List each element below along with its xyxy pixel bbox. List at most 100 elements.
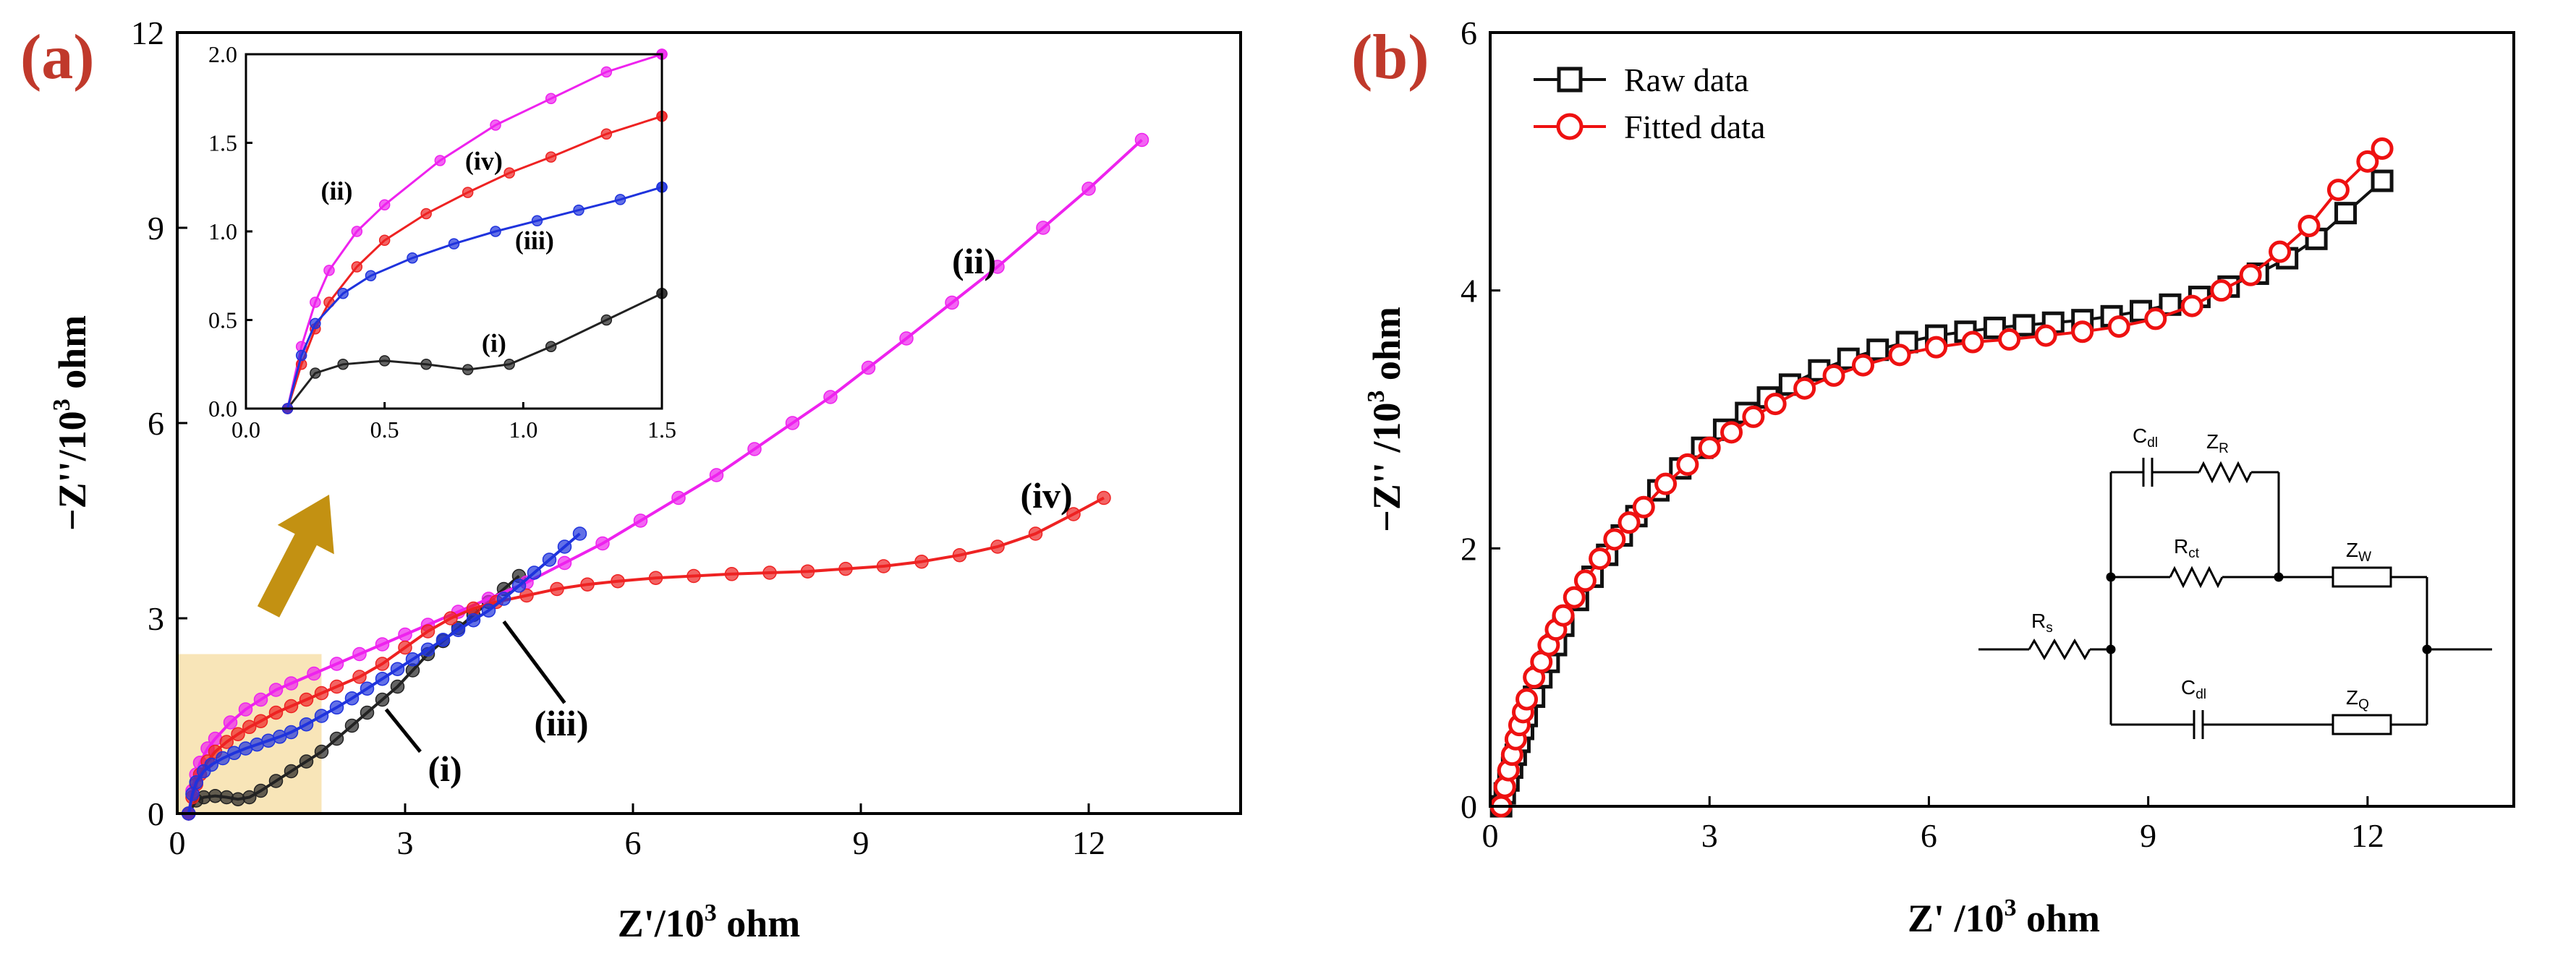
panel-a-series-iv-point [550,581,564,597]
inset-ytick-label: 1.5 [208,130,237,156]
panel-b-fitted-point [1793,377,1816,400]
panel-a-series-iv-point [648,571,663,585]
panel-b-xlabel-unit: ohm [2017,897,2101,940]
panel-b-raw-point [1866,338,1890,362]
panel-a-series-iv-point [352,670,367,684]
legend-raw-label: Raw data [1624,61,1748,98]
equivalent-circuit-diagram [1978,458,2492,739]
panel-a-series-ii-point [747,442,762,456]
panel-a-xtick-label: 12 [1072,824,1105,861]
panel-a-series-ii-point [1134,132,1149,148]
circuit-element-zw [2331,566,2392,588]
panel-a-ytick-label: 6 [148,405,164,442]
panel-b-fitted-point [1742,405,1765,428]
panel-a-leader-iii [502,620,566,704]
panel-b-raw-point [2371,169,2394,192]
inset-series-i-point [600,314,613,326]
panel-a-series-ii-point [398,627,412,642]
panel-a-leader-i [384,708,422,754]
panel-a-series-iv-point [314,686,329,701]
panel-b-plot-frame [1489,31,2515,808]
panel-a-series-iv-point [375,657,390,671]
inset-label-ii: (ii) [321,176,353,205]
panel-b-fitted-point [1698,436,1721,459]
panel-a-series-iii-point [527,566,542,580]
panel-b-xtick-label: 0 [1482,817,1499,854]
panel-b-legend: Raw data Fitted data [1534,61,1765,145]
inset-series-iv-point [351,261,363,273]
panel-a-series-ii-point [671,490,686,505]
inset-series-i-line [286,292,663,409]
panel-a-ytick-label: 0 [148,795,164,832]
inset-series-iv-point [420,208,432,220]
panel-b-fitted-point [1998,328,2021,351]
panel-b-fitted-point [1720,421,1743,444]
inset-series-iii-point [531,215,543,227]
panel-a-series-ii-point [861,360,876,375]
panel-a-inset: 0.0 0.5 1.0 1.5 0.0 0.5 1.0 1.5 2.0 (ii) (iv) (i… [208,41,676,443]
inset-series-i-point [503,359,515,370]
circuit-label-zw: ZW [2346,539,2371,565]
legend-raw-marker [1557,67,1583,93]
panel-b-fitted-point [2371,137,2394,160]
panel-b-fitted-point [2180,294,2203,317]
panel-a-series-iv-point [519,588,534,603]
inset-series-i-point [462,364,474,375]
circuit-resistor-zr [2198,461,2253,484]
inset-series-ii-point [490,119,501,131]
panel-b-fitted-line [1500,147,2384,807]
panel-a-series-iv-point [724,567,739,581]
panel-a-series-iv-point [242,720,257,735]
panel-a: (a) 0 3 6 9 12 0 3 6 9 12 Z'/103 ohm −Z''/103 ohm… [20,14,1242,945]
panel-b-xlabel: Z' /103 ohm [1908,895,2100,940]
panel-a-series-iii-point [572,526,587,541]
panel-a-series-ii-point [945,295,959,310]
panel-b-fitted-point [1654,472,1678,495]
inset-series-iii-point [573,204,585,216]
panel-a-series-ii-point [1036,221,1050,235]
panel-b-fitted-point [1925,336,1948,359]
panel-a-series-iv-point [1066,507,1081,521]
panel-a-series-iv-point [800,564,815,579]
inset-series-i-point [378,355,391,367]
panel-a-label-iv: (iv) [1021,475,1073,516]
inset-series-iii-point [490,226,501,237]
panel-a-series-iii-point [420,642,435,657]
panel-a-label-iii: (iii) [535,703,589,743]
panel-a-series-i-point [242,790,257,805]
panel-a-series-iv-point [253,714,268,728]
panel-a-series-ii-point [238,702,253,717]
inset-series-iv-point [545,151,557,163]
panel-a-series-ii-point [709,468,724,482]
inset-series-iii-point [295,349,307,362]
panel-b-xtick-label: 3 [1701,817,1718,854]
panel-a-series-ii-point [823,390,838,404]
panel-b-fitted-point [2326,179,2350,202]
panel-a-series-iii-point [375,671,390,686]
panel-b-fitted-point [1589,547,1612,571]
panel-a-series-ii-point [284,676,299,691]
panel-a-series-ii-point [375,637,390,652]
panel-a-series-i-point [268,774,284,788]
inset-xtick-label: 0.0 [231,417,260,443]
panel-a-series-iv-point [914,554,929,569]
panel-a-xlabel-sup: 3 [705,900,717,926]
inset-series-iii-point [365,270,377,281]
panel-b-ytick-label: 2 [1461,530,1477,567]
circuit-resistor-rs [2028,639,2091,660]
panel-b-fitted-point [2107,315,2130,338]
panel-a-series-i-point [375,692,390,707]
inset-xtick-label: 1.5 [647,417,676,443]
panel-a-series-iv-point [611,573,625,589]
panel-a-series-iv-point [398,640,412,655]
legend-fitted-marker [1556,113,1584,140]
panel-a-series-ii-point [223,715,238,730]
panel-b-xtick-label: 6 [1921,817,1937,854]
inset-series-i-point [420,359,432,370]
inset-series-ii-point [323,265,335,276]
panel-a-series-ii-point [557,555,572,571]
inset-xtick-label: 0.5 [370,417,399,443]
panel-a-series-iii-point [435,632,451,647]
panel-a-series-iv-point [443,611,458,626]
